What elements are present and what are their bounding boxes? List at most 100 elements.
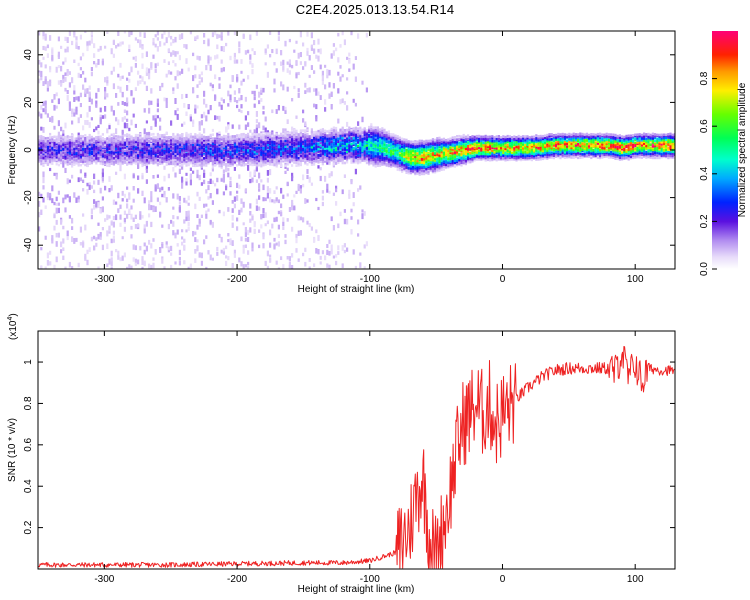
spectrogram-cell [284, 156, 287, 160]
spectrogram-cell [181, 68, 184, 74]
spectrogram-cell [121, 156, 124, 159]
spectrogram-cell [68, 31, 71, 36]
spectrogram-cell [467, 157, 470, 161]
spectrogram-cell [249, 54, 252, 60]
spectrogram-cell [321, 154, 324, 158]
spectrogram-cell [64, 194, 67, 200]
spectrogram-cell [128, 150, 131, 153]
spectrogram-cell [319, 128, 322, 132]
spectrogram-cell [313, 161, 316, 164]
spectrogram-cell [376, 149, 379, 153]
spectrogram-cell [425, 145, 428, 149]
spectrogram-cell [368, 157, 371, 161]
spectrogram-cell [394, 144, 397, 148]
spectrogram-cell [84, 120, 87, 125]
spectrogram-cell [55, 142, 58, 146]
spectrogram-cell [363, 142, 366, 146]
spectrogram-cell [262, 147, 265, 151]
spectrogram-cell [302, 42, 305, 47]
spectrogram-cell [293, 160, 296, 164]
spectrogram-cell [93, 149, 96, 152]
spectrogram-cell [442, 137, 445, 141]
spectrogram-cell [357, 153, 360, 157]
spectrogram-cell [112, 40, 115, 45]
spectrogram-cell [405, 157, 408, 160]
spectrogram-cell [372, 135, 375, 139]
spectrogram-cell [143, 145, 146, 149]
spectrogram-cell [181, 241, 184, 246]
spectrogram-cell [236, 142, 239, 146]
spectrogram-cell [365, 241, 368, 247]
spectrogram-cell [326, 244, 329, 248]
spectrogram-cell [222, 174, 225, 179]
spectrogram-cell [84, 153, 87, 156]
spectrogram-cell [335, 129, 338, 132]
spectrogram-cell [324, 153, 327, 156]
spectrogram-cell [255, 167, 258, 172]
spectrogram-cell [82, 179, 85, 183]
spectrogram-cell [255, 136, 258, 139]
spectrogram-cell [203, 40, 206, 45]
spectrogram-cell [161, 193, 164, 198]
spectrogram-cell [71, 134, 74, 137]
spectrogram-cell [392, 142, 395, 146]
spectrogram-cell [71, 151, 74, 154]
spectrogram-cell [60, 126, 63, 132]
spectrogram-cell [348, 52, 351, 57]
spectrogram-cell [93, 145, 96, 149]
spectrogram-cell [229, 155, 232, 158]
spectrogram-cell [207, 161, 210, 165]
spectrogram-cell [211, 86, 214, 92]
spectrogram-cell [330, 142, 333, 145]
spectrogram-cell [126, 162, 129, 165]
spectrogram-cell [264, 136, 267, 139]
spectrogram-cell [128, 72, 131, 76]
spectrogram-cell [255, 163, 258, 167]
spectrogram-cell [372, 148, 375, 152]
spectrogram-cell [266, 265, 269, 269]
spectrogram-cell [141, 266, 144, 269]
spectrogram-cell [280, 164, 283, 167]
spectrogram-cell [343, 134, 346, 137]
spectrogram-cell [297, 142, 300, 146]
spectrogram-cell [121, 151, 124, 154]
spectrogram-cell [418, 157, 421, 160]
spectrogram-cell [269, 169, 272, 176]
spectrogram-cell [480, 152, 483, 156]
spectrogram-cell [55, 145, 58, 149]
spectrogram-cell [185, 149, 188, 152]
spectrogram-cell [247, 132, 250, 136]
spectrogram-cell [324, 141, 327, 145]
spectrogram-cell [390, 133, 393, 136]
spectrogram-cell [203, 137, 206, 140]
spectrogram-cell [90, 142, 93, 146]
spectrogram-cell [280, 203, 283, 209]
spectrogram-cell [370, 127, 373, 131]
spectrogram-cell [286, 139, 289, 143]
spectrogram-cell [236, 182, 239, 188]
spectrogram-cell [273, 143, 276, 147]
spectrogram-cell [55, 137, 58, 141]
spectrogram-cell [66, 135, 69, 138]
spectrogram-cell [112, 139, 115, 142]
spectrogram-cell [482, 152, 485, 156]
spectrogram-cell [196, 94, 199, 99]
spectrogram-cell [44, 145, 47, 148]
spectrogram-cell [178, 205, 181, 209]
spectrogram-cell [178, 249, 181, 256]
spectrogram-cell [170, 141, 173, 144]
spectrogram-cell [262, 213, 265, 219]
spectrogram-cell [68, 143, 71, 146]
spectrogram-cell [82, 156, 85, 159]
spectrogram-cell [247, 161, 250, 165]
spectrogram-cell [181, 164, 184, 167]
spectrogram-cell [148, 135, 151, 138]
spectrogram-cell [130, 66, 133, 73]
spectrogram-cell [346, 130, 349, 134]
spectrogram-cell [313, 263, 316, 267]
spectrogram-cell [40, 113, 43, 119]
spectrogram-cell [306, 152, 309, 155]
spectrogram-cell [264, 157, 267, 161]
spectrogram-cell [55, 196, 58, 202]
